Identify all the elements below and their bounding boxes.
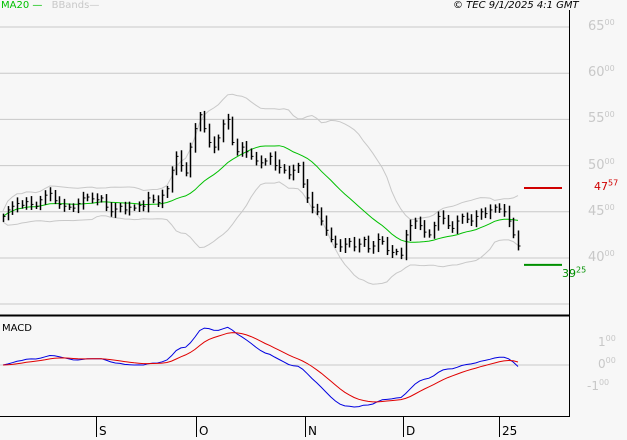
- y-tick-label-main: 60: [588, 65, 605, 81]
- y-tick-label: 4000: [588, 249, 615, 265]
- y-tick-label-decimals: 00: [604, 18, 615, 27]
- y-tick-label-main: 65: [588, 19, 605, 34]
- y-tick-label-decimals: 00: [604, 156, 615, 166]
- x-tick-label: S: [99, 424, 107, 438]
- macd-y-tick-label-decimals: 00: [605, 356, 616, 365]
- x-tick-label: O: [199, 424, 209, 438]
- y-tick-label-decimals: 00: [604, 110, 615, 120]
- price-level-label: 4757: [594, 178, 619, 194]
- y-tick-label: 4500: [588, 202, 615, 219]
- legend: MA20 — BBands—: [1, 0, 99, 12]
- macd-y-tick-label-main: 0: [598, 357, 606, 371]
- macd-y-tick-label-main: 1: [598, 335, 606, 349]
- macd-y-tick-label-main: -1: [587, 379, 599, 393]
- x-tick-label: N: [308, 424, 317, 438]
- macd-title: MACD: [2, 323, 32, 334]
- macd-line: [2, 326, 519, 408]
- legend-ma20: MA20 —: [1, 0, 43, 11]
- y-tick-label-main: 50: [588, 157, 605, 173]
- legend-bbands: BBands—: [51, 0, 100, 11]
- bband-upper-line: [2, 93, 519, 220]
- y-tick-label: 6000: [588, 64, 615, 81]
- legend-bbands-label: BBands: [51, 0, 90, 11]
- y-tick-label-decimals: 00: [604, 249, 615, 258]
- price-level-label-main: 39: [562, 266, 576, 280]
- copyright: © TEC 9/1/2025 4:1 GMT: [453, 0, 579, 11]
- bband-lower-line: [2, 181, 519, 285]
- price-level-label: 3925: [562, 265, 587, 280]
- ma20-line: [2, 145, 519, 243]
- y-tick-label-main: 55: [588, 111, 605, 127]
- signal-line: [2, 332, 519, 403]
- price-level-label-decimals: 25: [576, 265, 587, 275]
- price-level-label-main: 47: [594, 180, 608, 194]
- y-tick-label: 5000: [588, 156, 615, 173]
- macd-y-tick-label: 100: [598, 334, 616, 349]
- x-tick-label: D: [406, 424, 416, 438]
- macd-y-tick-label: 000: [598, 356, 616, 371]
- y-tick-label-main: 40: [588, 250, 605, 265]
- y-tick-label: 5500: [588, 110, 615, 127]
- price-level-label-decimals: 57: [608, 178, 619, 188]
- y-tick-label-main: 45: [588, 203, 605, 219]
- y-tick-label-decimals: 00: [604, 64, 615, 74]
- macd-y-tick-label-decimals: 00: [598, 378, 610, 387]
- y-tick-label: 6500: [588, 18, 615, 34]
- macd-y-tick-label: -100: [587, 378, 610, 393]
- macd-y-tick-label-decimals: 00: [605, 334, 616, 343]
- y-tick-label-decimals: 00: [604, 202, 615, 212]
- legend-ma20-label: MA20: [1, 0, 30, 11]
- x-tick-label: 25: [502, 424, 518, 438]
